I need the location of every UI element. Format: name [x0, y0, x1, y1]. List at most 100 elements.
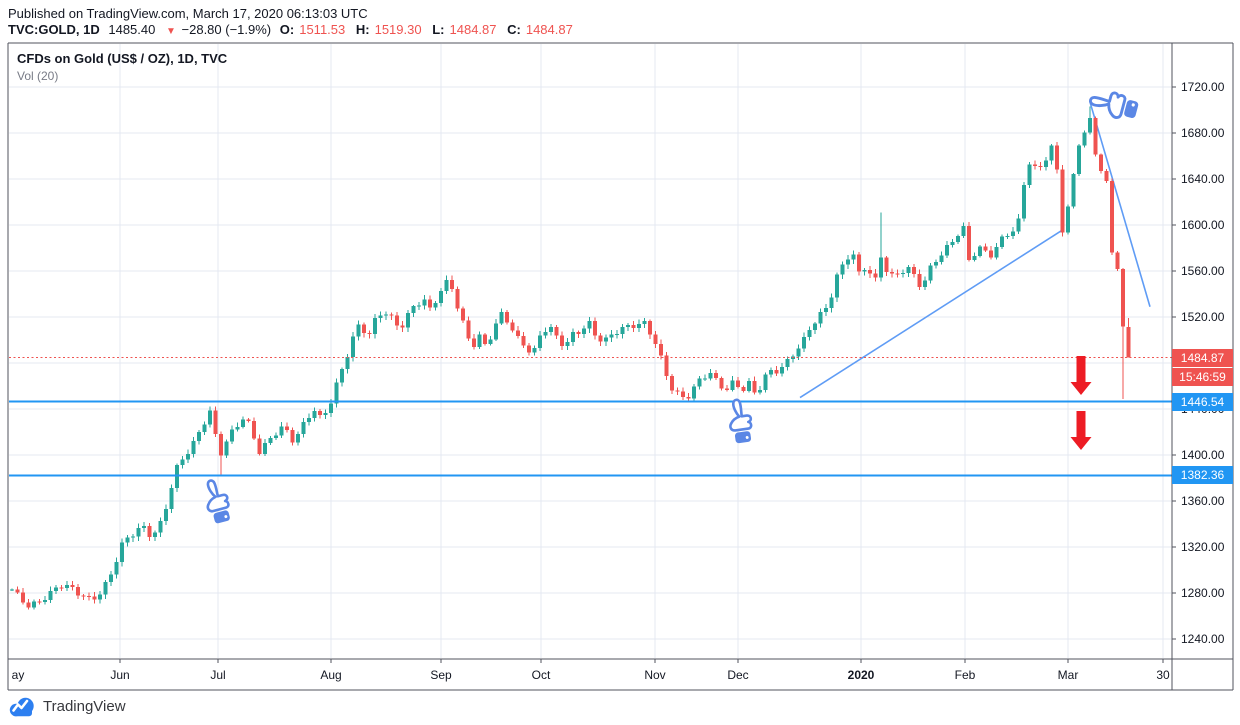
candle [708, 373, 713, 379]
red-arrow-down[interactable] [1070, 411, 1092, 450]
low-label: L: [432, 22, 445, 37]
candle [857, 254, 861, 272]
candle [862, 270, 867, 272]
candle [758, 389, 762, 393]
thumb-icon[interactable] [727, 398, 754, 444]
candle [329, 403, 333, 413]
candle [626, 324, 630, 327]
candle [362, 324, 366, 334]
candle [824, 308, 828, 312]
candle [87, 596, 91, 598]
candle [527, 345, 531, 353]
candle [1049, 145, 1054, 161]
x-axis-label: 2020 [847, 668, 875, 682]
y-axis-label: 1280.00 [1181, 585, 1225, 600]
candle [582, 328, 586, 334]
candle [439, 290, 443, 304]
x-axis-label: Sep [430, 668, 452, 682]
candle [81, 595, 86, 597]
candle [945, 245, 949, 256]
thumb-icon[interactable] [201, 478, 233, 525]
thumb-cuff-dot [224, 515, 228, 519]
candle [340, 369, 344, 383]
y-axis-label: 1600.00 [1181, 217, 1225, 232]
logo-mountain [12, 699, 29, 712]
candle [615, 333, 619, 335]
candle [873, 273, 878, 278]
candle [956, 236, 960, 243]
brand-name: TradingView [43, 697, 126, 715]
candle [868, 270, 872, 274]
close-label: C: [507, 22, 521, 37]
candle [895, 273, 900, 275]
x-axis-label: 30 [1156, 668, 1170, 682]
candle [114, 561, 119, 575]
candle [565, 342, 570, 347]
candle [59, 587, 64, 589]
candle [356, 324, 361, 337]
candle [1126, 326, 1131, 358]
candle [10, 589, 14, 591]
y-axis-label: 1360.00 [1181, 493, 1225, 508]
candle [648, 321, 652, 335]
candle [153, 532, 157, 537]
close-value: 1484.87 [525, 22, 573, 37]
candle [230, 429, 234, 442]
thumb-hand [206, 479, 230, 513]
candle [219, 434, 223, 456]
candle [505, 311, 509, 323]
candle [125, 537, 130, 543]
trendline-up[interactable] [799, 229, 1064, 399]
candle [158, 521, 163, 533]
candle [714, 373, 718, 379]
candle [1000, 236, 1004, 247]
candle [472, 338, 476, 348]
candle [296, 434, 300, 443]
candle [818, 311, 823, 324]
candle [653, 334, 658, 344]
candle [208, 410, 212, 425]
y-axis-label: 1400.00 [1181, 447, 1225, 462]
candle [307, 417, 311, 423]
candle [241, 419, 245, 427]
candle [521, 336, 526, 346]
candle [664, 355, 669, 377]
logo-cloud [12, 707, 32, 717]
candle [829, 297, 834, 309]
candle [318, 410, 322, 416]
candle [1055, 145, 1059, 170]
candle [312, 410, 317, 418]
thumb-cuff [734, 431, 752, 444]
trendline-down[interactable] [1089, 101, 1151, 307]
candle [235, 426, 240, 430]
candle [604, 337, 608, 342]
footer-logo[interactable]: TradingView [8, 694, 126, 718]
candle [1104, 171, 1109, 181]
candle [367, 333, 372, 335]
candle [186, 453, 190, 460]
candle [692, 386, 696, 399]
candle [43, 600, 47, 603]
candle [1115, 252, 1120, 270]
candle [928, 265, 933, 281]
red-arrow-down[interactable] [1070, 356, 1092, 395]
y-axis-label: 1520.00 [1181, 309, 1225, 324]
candle [598, 335, 603, 342]
candle [884, 257, 889, 272]
candle [1022, 184, 1026, 219]
thumb-icon[interactable] [1088, 87, 1140, 122]
candle [835, 274, 839, 298]
thumb-cuff-dot [745, 435, 749, 439]
candle [697, 378, 702, 387]
candle [1088, 117, 1092, 133]
candle [400, 325, 405, 328]
candle [252, 420, 256, 439]
candle [290, 429, 295, 443]
candle [719, 378, 724, 389]
candle [807, 329, 812, 337]
published-line: Published on TradingView.com, March 17, … [8, 6, 368, 21]
candle [675, 390, 680, 392]
candle [939, 255, 944, 262]
